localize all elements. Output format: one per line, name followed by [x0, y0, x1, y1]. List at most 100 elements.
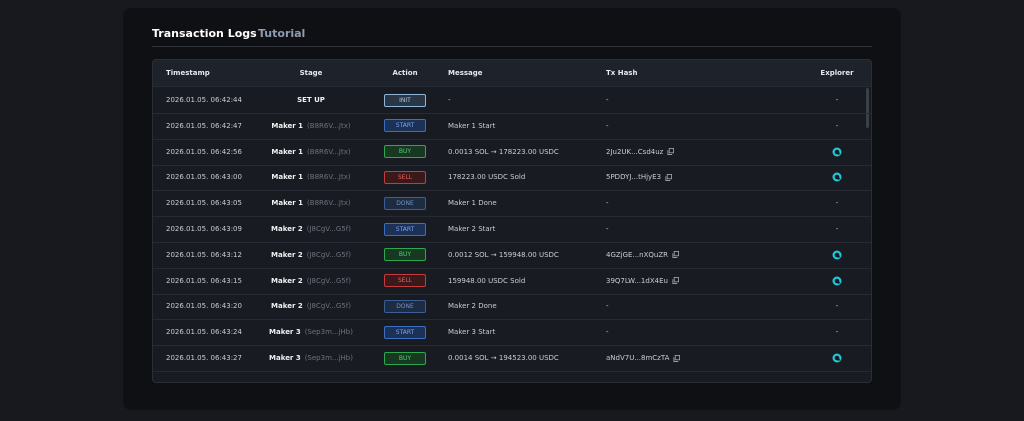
tx-hash: -	[606, 199, 609, 208]
explorer: -	[835, 96, 839, 104]
divider	[152, 46, 872, 47]
tx-hash: -	[606, 96, 609, 104]
stage: Maker 3	[269, 328, 301, 337]
tx-cell: -	[606, 113, 609, 139]
stage-cell: Maker 2 (J8CgV...G5f)	[271, 242, 351, 268]
tab[interactable]: Transaction Logs	[152, 27, 257, 40]
explorer-icon[interactable]	[832, 353, 842, 363]
tx-hash: 2Ju2UK...Csd4uz	[606, 147, 664, 156]
column-header: Stage	[299, 69, 323, 77]
explorer: -	[835, 302, 839, 311]
log-row: 2026.01.05. 06:43:00 Maker 1 (B8R6V...Jtx)…	[153, 164, 871, 192]
action-cell: START	[384, 216, 426, 242]
message: Maker 1 Done	[448, 199, 497, 208]
explorer-link[interactable]	[832, 172, 842, 182]
column-header: Tx Hash	[606, 69, 638, 77]
log-row: 2026.01.05. 06:43:24 Maker 3 (Sep3m...jHb)…	[153, 319, 871, 347]
scrollbar[interactable]	[866, 88, 869, 128]
tx-hash: -	[606, 225, 609, 233]
wallet: (J8CgV...G5f)	[306, 302, 351, 311]
stage: Maker 3	[269, 354, 301, 362]
tx-cell: -	[606, 190, 609, 216]
timestamp: 2026.01.05. 06:42:56	[166, 147, 242, 156]
stage: Maker 2	[271, 302, 303, 311]
wallet: (J8CgV...G5f)	[306, 276, 351, 285]
message: Maker 2 Done	[448, 302, 497, 311]
stage-cell: Maker 1 (B8R6V...Jtx)	[271, 113, 350, 139]
timestamp: 2026.01.05. 06:43:12	[166, 250, 242, 259]
explorer-icon[interactable]	[832, 172, 842, 182]
explorer-icon[interactable]	[832, 250, 842, 260]
action-cell: INIT	[384, 87, 426, 113]
action-badge: DONE	[384, 299, 426, 313]
timestamp: 2026.01.05. 06:43:00	[166, 173, 242, 182]
copy-button[interactable]	[672, 277, 679, 285]
tab[interactable]: Tutorial	[258, 27, 306, 40]
message: 0.0014 SOL → 194523.00 USDC	[448, 354, 559, 362]
action-cell: SELL	[384, 268, 426, 294]
tx-cell: 39Q7LW...1dX4Eu	[606, 268, 679, 294]
explorer-link[interactable]	[832, 353, 842, 363]
wallet: (Sep3m...jHb)	[304, 328, 353, 337]
tx-cell: -	[606, 87, 609, 113]
wallet: (J8CgV...G5f)	[306, 250, 351, 259]
copy-icon[interactable]	[672, 277, 679, 285]
message: 0.0013 SOL → 178223.00 USDC	[448, 147, 559, 156]
wallet: (J8CgV...G5f)	[306, 225, 351, 233]
explorer-cell: -	[836, 190, 839, 216]
action-badge: START	[384, 325, 426, 339]
stage-cell: Maker 1 (B8R6V...Jtx)	[271, 139, 350, 165]
log-row: 2026.01.05. 06:42:44 SET UP INIT - - -	[153, 87, 871, 114]
wallet: (B8R6V...Jtx)	[307, 199, 351, 208]
action-badge: BUY	[384, 351, 426, 365]
timestamp: 2026.01.05. 06:43:27	[166, 354, 242, 362]
wallet: (B8R6V...Jtx)	[307, 173, 351, 182]
wallet: (Sep3m...jHb)	[304, 354, 353, 362]
tx-hash: -	[606, 302, 609, 311]
stage-cell: Maker 1 (B8R6V...Jtx)	[271, 164, 350, 190]
copy-icon[interactable]	[673, 354, 681, 362]
tx-cell: -	[606, 293, 609, 319]
stage: SET UP	[297, 96, 325, 104]
stage-cell: SET UP	[297, 87, 325, 113]
copy-icon[interactable]	[667, 148, 675, 156]
timestamp: 2026.01.05. 06:42:47	[166, 121, 242, 130]
action-badge: INIT	[384, 93, 426, 107]
action-cell: DONE	[384, 190, 426, 216]
tx-hash: -	[606, 121, 609, 130]
copy-button[interactable]	[665, 173, 673, 181]
tx-cell: 4GZjGE...nXQuZR	[606, 242, 679, 268]
message: 159948.00 USDC Sold	[448, 276, 526, 285]
copy-icon[interactable]	[672, 251, 679, 259]
log-row: 2026.01.05. 06:43:05 Maker 1 (B8R6V...Jtx)…	[153, 190, 871, 218]
wallet: (B8R6V...Jtx)	[307, 121, 351, 130]
explorer-icon[interactable]	[832, 147, 842, 157]
log-row: 2026.01.05. 06:43:12 Maker 2 (J8CgV...G5f)…	[153, 242, 871, 269]
log-row: 2026.01.05. 06:43:27 Maker 3 (Sep3m...jHb)…	[153, 345, 871, 372]
log-row: 2026.01.05. 06:43:20 Maker 2 (J8CgV...G5f)…	[153, 293, 871, 321]
message: 0.0012 SOL → 159948.00 USDC	[448, 250, 559, 259]
tx-hash: 39Q7LW...1dX4Eu	[606, 276, 668, 285]
tx-cell: -	[606, 216, 609, 242]
log-row: 2026.01.05. 06:43:15 Maker 2 (J8CgV...G5f)…	[153, 268, 871, 295]
stage: Maker 1	[271, 121, 304, 130]
column-header: Timestamp	[166, 69, 210, 77]
copy-button[interactable]	[667, 148, 675, 156]
explorer-link[interactable]	[832, 276, 842, 286]
explorer: -	[835, 328, 839, 337]
explorer-cell	[832, 268, 842, 294]
explorer-cell: -	[836, 113, 839, 139]
explorer: -	[835, 121, 839, 130]
copy-button[interactable]	[672, 251, 679, 259]
explorer-link[interactable]	[832, 250, 842, 260]
stage: Maker 1	[271, 173, 304, 182]
timestamp: 2026.01.05. 06:42:44	[166, 96, 242, 104]
message: Maker 2 Start	[448, 225, 496, 233]
action-cell: BUY	[384, 345, 426, 371]
explorer-link[interactable]	[832, 147, 842, 157]
copy-button[interactable]	[673, 354, 681, 362]
explorer-cell: -	[836, 319, 839, 345]
copy-icon[interactable]	[665, 173, 673, 181]
stage-cell: Maker 1 (B8R6V...Jtx)	[271, 190, 350, 216]
explorer-icon[interactable]	[832, 276, 842, 286]
